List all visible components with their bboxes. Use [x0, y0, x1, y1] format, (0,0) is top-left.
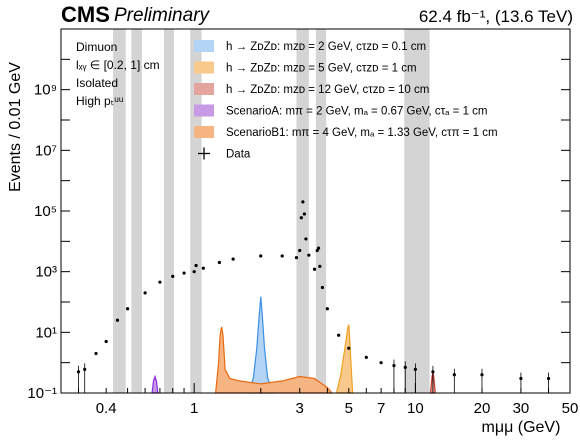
legend-entry: h → ZᴅZᴅ: mᴢᴅ = 5 GeV, cτᴢᴅ = 1 cm: [226, 63, 417, 75]
veto-band-0: [113, 29, 126, 393]
chart-series: [76, 200, 551, 394]
legend-entry: ScenarioB1: mπ = 4 GeV, mₐ = 1.33 GeV, c…: [226, 127, 498, 139]
data-point: [312, 267, 317, 271]
x-tick-label: 30: [513, 400, 530, 417]
selection-line: High pₜᵘᵘ: [76, 94, 123, 108]
legend-entry: ScenarioA: mπ = 2 GeV, mₐ = 0.67 GeV, cτ…: [226, 106, 488, 118]
data-point: [259, 254, 263, 258]
luminosity-label: 62.4 fb⁻¹, (13.6 TeV): [419, 7, 573, 26]
series-5-area: [214, 326, 334, 394]
legend-entry: h → ZᴅZᴅ: mᴢᴅ = 2 GeV, cτᴢᴅ = 0.1 cm: [226, 41, 426, 53]
data-point: [379, 361, 383, 365]
legend-swatch-3: [194, 104, 214, 117]
veto-band-1: [131, 29, 142, 393]
x-tick-label: 20: [474, 400, 491, 417]
x-axis-ticks: 0.4 1 3 5 7 10 20 30 50: [78, 383, 579, 417]
chart-header: CMS Preliminary 62.4 fb⁻¹, (13.6 TeV): [61, 2, 573, 27]
y-axis-ticks: 10⁻¹ 10¹ 10³ 10⁵ 10⁷ 10⁹: [27, 58, 570, 402]
data-point: [302, 212, 307, 216]
preliminary-label: Preliminary: [114, 5, 211, 26]
x-tick-label: 3: [296, 400, 304, 417]
data-point: [480, 373, 484, 377]
legend-entry: Data: [226, 149, 251, 161]
x-tick-label: 10: [407, 400, 424, 417]
legend-entry: h → ZᴅZᴅ: mᴢᴅ = 12 GeV, cτᴢᴅ = 10 cm: [226, 84, 429, 96]
data-point: [192, 270, 196, 274]
data-point: [546, 376, 551, 381]
veto-band-2: [163, 29, 174, 393]
data-point: [452, 373, 456, 377]
cms-label: CMS: [61, 2, 110, 27]
data-point: [158, 280, 162, 284]
veto-band-3: [190, 29, 202, 393]
data-point: [201, 266, 205, 270]
y-tick-label: 10³: [35, 264, 57, 281]
data-point: [316, 246, 321, 250]
data-point: [320, 285, 325, 290]
data-point: [392, 364, 396, 368]
data-point: [104, 339, 108, 344]
data-point: [337, 333, 341, 337]
data-point: [431, 370, 435, 374]
y-tick-label: 10¹: [35, 324, 57, 341]
data-point: [301, 200, 305, 204]
data-point: [364, 355, 368, 359]
y-tick-label: 10⁻¹: [27, 385, 57, 402]
data-point: [182, 271, 186, 275]
veto-band-6: [404, 29, 430, 393]
data-point: [299, 216, 303, 220]
data-point: [413, 367, 417, 371]
data-point: [307, 253, 311, 257]
x-tick-label: 1: [190, 400, 198, 417]
data-point: [231, 257, 235, 261]
series-2-area: [335, 324, 354, 394]
data-point: [519, 376, 523, 381]
y-tick-label: 10⁷: [35, 142, 57, 159]
veto-band-5: [315, 29, 327, 393]
veto-band-4: [296, 29, 309, 393]
legend-swatch-4: [194, 126, 214, 138]
data-point: [143, 291, 147, 295]
data-point: [304, 237, 308, 241]
series-1-area: [247, 296, 276, 394]
selection-line: Isolated: [76, 76, 118, 90]
selection-line: Dimuon: [76, 40, 117, 54]
y-tick-label: 10⁵: [34, 203, 57, 220]
selection-line: lₓᵧ ∈ [0.2, 1] cm: [76, 58, 160, 72]
y-axis-label: Events / 0.01 GeV: [7, 62, 24, 192]
x-tick-label: 5: [345, 400, 353, 417]
data-point: [280, 254, 284, 258]
data-point: [94, 351, 98, 356]
series-4-area: [151, 374, 159, 394]
x-tick-label: 50: [562, 400, 579, 417]
data-point: [171, 274, 175, 278]
x-axis-label: mμμ (GeV): [482, 419, 561, 436]
data-point: [217, 260, 221, 265]
selection-text: Dimuon lₓᵧ ∈ [0.2, 1] cm Isolated High pₜᵘᵘ: [76, 40, 160, 108]
data-point: [325, 307, 329, 311]
x-tick-label: 7: [377, 400, 385, 417]
data-point: [125, 307, 130, 311]
x-tick-label: 0.4: [96, 400, 117, 417]
vetoed-mass-windows: [113, 29, 430, 393]
data-point: [294, 256, 299, 260]
data-point: [115, 318, 120, 322]
data-point: [403, 365, 407, 369]
data-point: [347, 346, 351, 350]
data-point: [83, 367, 87, 371]
data-point: [315, 248, 319, 253]
legend-swatch-2: [194, 83, 214, 95]
data-point: [194, 263, 198, 268]
data-point: [318, 264, 322, 268]
chart-legend: h → ZᴅZᴅ: mᴢᴅ = 2 GeV, cτᴢᴅ = 0.1 cm h → …: [194, 40, 498, 161]
data-point: [298, 248, 302, 253]
y-tick-label: 10⁹: [34, 82, 57, 99]
legend-swatch-1: [194, 61, 214, 74]
legend-swatch-0: [194, 40, 214, 52]
data-point: [76, 370, 81, 374]
